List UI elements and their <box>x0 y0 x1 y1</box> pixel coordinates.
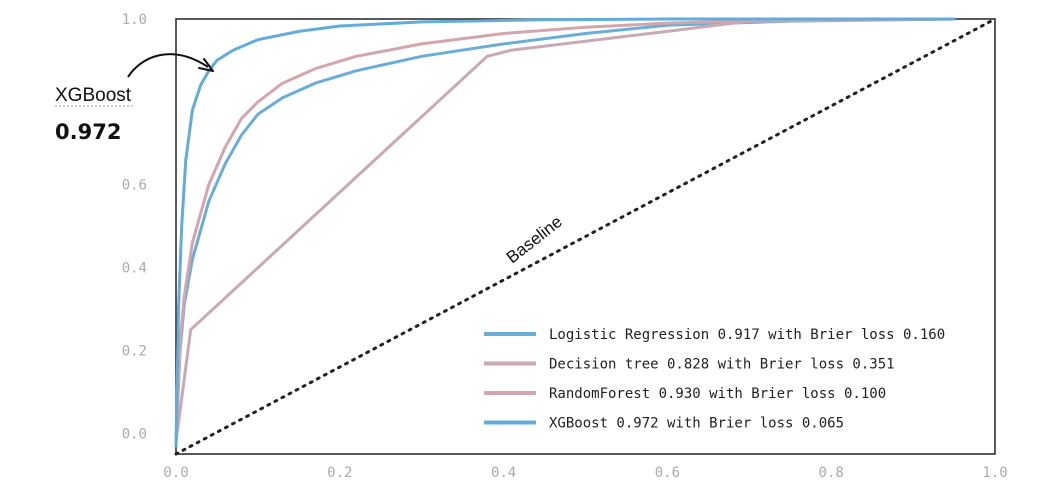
x-tick-label: 0.6 <box>655 465 680 481</box>
series-line-2 <box>174 17 956 444</box>
legend-entry: XGBoost 0.972 with Brier loss 0.065 <box>549 416 844 432</box>
y-tick-label: 0.2 <box>122 343 147 359</box>
x-tick-label: 0.8 <box>819 465 844 481</box>
y-tick-label: 0.6 <box>122 178 147 194</box>
annotation-value: 0.972 <box>55 120 121 144</box>
series-lines <box>174 17 956 448</box>
series-line-3 <box>174 17 956 444</box>
x-tick-label: 0.4 <box>491 465 516 481</box>
legend-entry: Decision tree 0.828 with Brier loss 0.35… <box>549 357 895 373</box>
legend: Logistic Regression 0.917 with Brier los… <box>484 327 945 432</box>
legend-entry: RandomForest 0.930 with Brier loss 0.100 <box>549 386 886 402</box>
annotation-label: XGBoost <box>55 85 132 106</box>
x-tick-label: 1.0 <box>982 465 1007 481</box>
x-tick-label: 0.2 <box>327 465 352 481</box>
legend-entry: Logistic Regression 0.917 with Brier los… <box>549 327 945 343</box>
series-line-1 <box>174 17 956 444</box>
baseline-label: Baseline <box>503 212 566 267</box>
y-axis-ticks: 0.0 0.2 0.4 0.6 1.0 <box>122 12 147 442</box>
x-axis-ticks: 0.0 0.2 0.4 0.6 0.8 1.0 <box>163 465 1007 481</box>
y-tick-label: 0.4 <box>122 261 147 277</box>
annotation-arrow-head <box>198 58 214 72</box>
annotation-arrow <box>127 53 209 78</box>
y-tick-label: 0.0 <box>122 426 147 442</box>
x-tick-label: 0.0 <box>163 465 188 481</box>
series-line-4 <box>174 17 956 448</box>
y-tick-label: 1.0 <box>122 12 147 28</box>
baseline-line <box>174 17 997 456</box>
